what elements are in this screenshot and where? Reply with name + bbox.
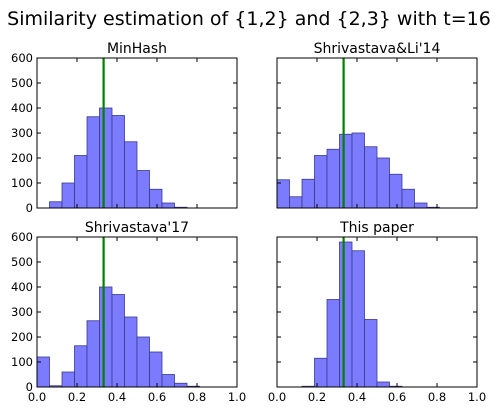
x-tick-label: 0.8	[188, 390, 206, 404]
y-tick-label: 0	[26, 201, 33, 215]
chart-panel-1: MinHash 0 100 200 300 400 500 600	[11, 41, 238, 215]
y-tick-label: 300	[11, 305, 33, 319]
histogram-bar	[364, 319, 378, 388]
histogram-bar	[376, 157, 390, 209]
histogram-bar	[124, 316, 138, 388]
histogram-bar	[326, 148, 340, 209]
chart-panel-2: Shrivastava&Li'14	[276, 41, 478, 209]
histogram-bar	[136, 170, 150, 209]
histogram-bar	[86, 116, 100, 209]
histogram-bar	[301, 178, 315, 209]
panel-title: MinHash	[107, 41, 167, 57]
y-tick-label: 600	[11, 51, 33, 65]
histogram-bar	[86, 320, 100, 388]
histogram-bar	[326, 299, 340, 388]
y-tick-label: 100	[11, 176, 33, 190]
x-tick-label: 0.6	[148, 390, 166, 404]
histogram-bar	[161, 202, 175, 209]
y-tick-label: 300	[11, 126, 33, 140]
x-tick-label: 0.4	[108, 390, 126, 404]
chart-panel-3: Shrivastava'17 0.0 0.2 0.4 0.6 0.8 1.0 0 100 200 3…	[11, 220, 246, 404]
histogram-bar	[49, 201, 63, 209]
histogram-bar	[124, 141, 138, 209]
histogram-bar	[314, 357, 328, 388]
histogram-bar	[149, 188, 163, 209]
histogram-bar	[74, 345, 88, 388]
panels: MinHash 0 100 200 300 400 500 600 Shrivastava&Li…	[11, 41, 486, 404]
x-tick-label: 1.0	[468, 390, 486, 404]
histogram-bar	[74, 155, 88, 209]
y-tick-label: 400	[11, 280, 33, 294]
histogram-bar	[99, 286, 113, 388]
histogram-bar	[389, 173, 403, 209]
x-tick-label: 0.2	[68, 390, 86, 404]
y-tick-label: 0	[26, 380, 33, 394]
y-tick-label: 500	[11, 255, 33, 269]
y-tick-label: 600	[11, 230, 33, 244]
x-tick-label: 0.4	[348, 390, 366, 404]
chart-panel-4: This paper 0.0 0.2 0.4 0.6 0.8 1.0	[268, 220, 486, 404]
histogram-bar	[339, 241, 353, 388]
histogram-bar	[376, 381, 390, 388]
histogram-bar	[61, 182, 75, 209]
panel-title: Shrivastava&Li'14	[314, 41, 441, 57]
x-tick-label: 0.6	[388, 390, 406, 404]
y-tick-label: 500	[11, 76, 33, 90]
x-tick-label: 0.2	[308, 390, 326, 404]
histogram-bar	[276, 179, 290, 209]
y-tick-label: 200	[11, 151, 33, 165]
histogram-bar	[351, 132, 365, 209]
histogram-bar	[289, 196, 303, 209]
panel-title: Shrivastava'17	[85, 220, 189, 236]
y-tick-label: 200	[11, 330, 33, 344]
histogram-bar	[339, 133, 353, 209]
x-tick-label: 1.0	[228, 390, 246, 404]
y-tick-label: 100	[11, 355, 33, 369]
histogram-bar	[99, 107, 113, 209]
histogram-bar	[351, 250, 365, 388]
figure-title: Similarity estimation of {1,2} and {2,3}…	[7, 8, 491, 30]
panel-title: This paper	[339, 220, 414, 236]
histogram-bar	[401, 188, 415, 209]
y-tick-label: 400	[11, 101, 33, 115]
histogram-bar	[149, 351, 163, 388]
histogram-bar	[174, 382, 188, 388]
x-tick-label: 0.0	[268, 390, 286, 404]
histogram-bar	[111, 294, 125, 388]
histogram-bar	[111, 115, 125, 209]
x-tick-label: 0.0	[28, 390, 46, 404]
histogram-bar	[414, 202, 428, 209]
histogram-bar	[61, 371, 75, 388]
x-tick-label: 0.8	[428, 390, 446, 404]
histogram-bar	[161, 374, 175, 388]
histogram-bar	[136, 336, 150, 388]
histogram-bar	[314, 155, 328, 209]
histogram-bar	[364, 146, 378, 209]
